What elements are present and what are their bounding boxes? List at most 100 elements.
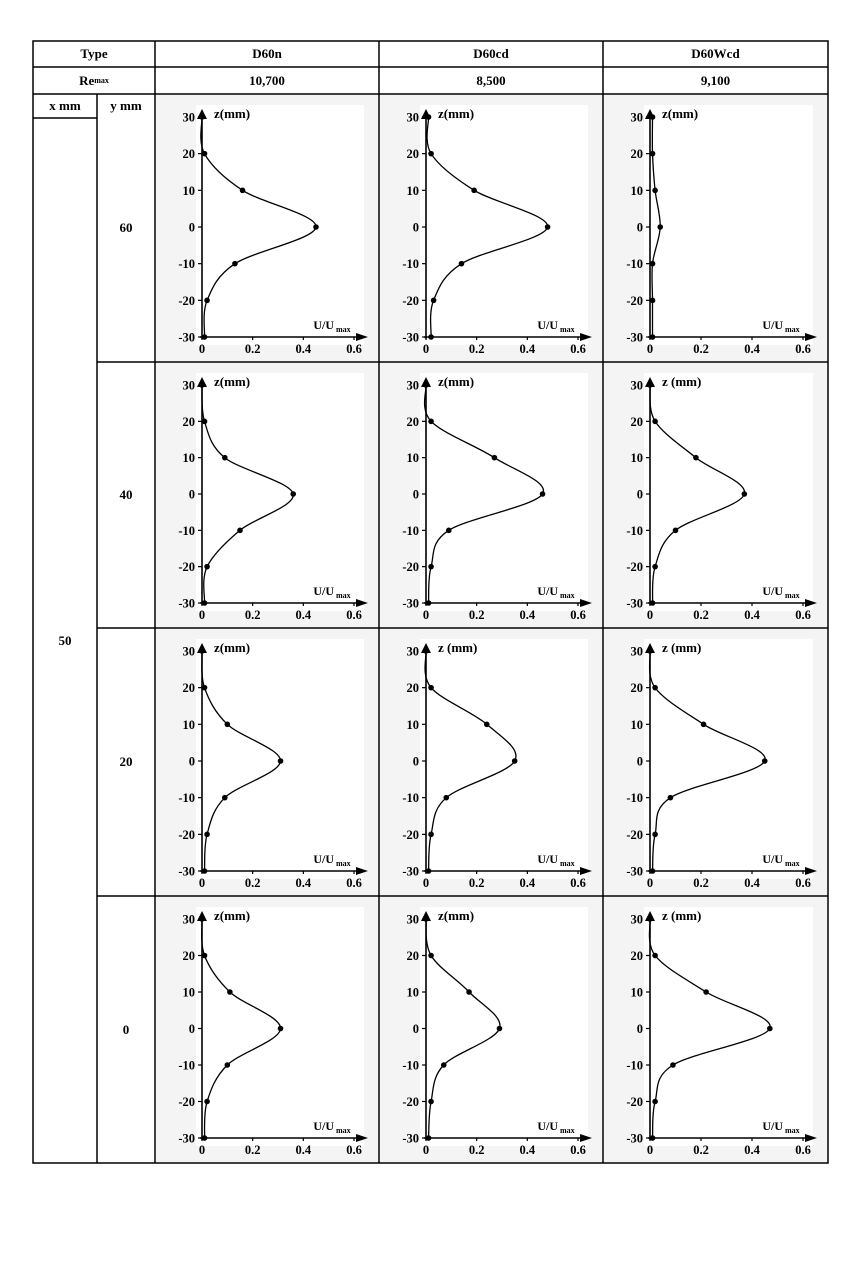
plot-area [420,105,588,345]
z-tick-label: 20 [407,147,420,161]
z-tick-label: 30 [407,913,420,927]
u-axis-label-sub: max [785,1126,800,1135]
z-axis-label: z (mm) [438,640,477,655]
z-tick-label: 20 [407,949,420,963]
u-axis-label-sub: max [785,591,800,600]
z-tick-label: -30 [402,597,419,611]
u-axis-label: U/U [537,852,558,866]
data-point [313,224,319,230]
z-tick-label: -10 [178,791,195,805]
data-point [428,150,434,157]
data-point [222,794,228,801]
data-point [199,114,205,120]
data-point [204,297,210,304]
z-tick-label: 30 [631,913,644,927]
data-point [428,831,434,838]
data-point [649,150,656,157]
z-tick-label: -10 [402,791,419,805]
data-point [428,1098,434,1105]
z-tick-label: 20 [407,681,420,695]
u-tick-label: 0.2 [245,876,261,890]
row-y-0: 0 [122,1021,130,1037]
z-tick-label: 10 [631,718,644,732]
data-point [649,600,656,606]
z-tick-label: 30 [183,913,196,927]
data-point [428,952,434,959]
data-point [647,382,653,388]
u-tick-label: 0 [647,608,653,622]
u-axis-arrow [356,333,368,341]
z-tick-label: 20 [631,415,644,429]
data-point [649,334,656,340]
z-tick-label: -20 [402,1095,419,1109]
u-axis-label: U/U [762,318,783,332]
u-tick-label: 0 [199,1143,205,1157]
column-type-d60wcd: D60Wcd [691,46,740,61]
u-axis-label: U/U [537,1119,558,1133]
z-tick-label: -10 [402,1059,419,1073]
u-tick-label: 0 [647,1143,653,1157]
z-tick-label: -20 [402,828,419,842]
data-point [201,150,208,157]
z-axis-label: z(mm) [214,908,250,923]
z-tick-label: 30 [407,645,420,659]
z-axis-label: z (mm) [662,640,701,655]
z-tick-label: 20 [183,949,196,963]
data-point [425,114,432,120]
u-axis-label-sub: max [785,325,800,334]
z-tick-label: 10 [407,184,420,198]
profile-panel: 30 20 10 0 -10 -20 -30 0 0.2 0.4 0.6 z (mm) U/U max [604,897,827,1162]
data-point [425,868,432,874]
data-point [428,334,434,340]
u-tick-label: 0.6 [570,342,586,356]
z-tick-label: -30 [178,597,195,611]
row-y-20: 20 [119,754,133,769]
z-tick-label: 20 [631,681,644,695]
data-point [290,491,296,497]
type-header: Type [80,46,108,61]
data-point [649,1135,656,1141]
data-point [201,334,208,340]
data-point [204,1098,210,1105]
data-point [222,454,228,461]
u-tick-label: 0.2 [245,1143,261,1157]
z-axis-label: z (mm) [662,374,701,389]
z-tick-label: 30 [183,111,196,125]
z-tick-label: 0 [413,755,419,769]
u-tick-label: 0.4 [744,1143,760,1157]
column-re-d60n: 10,700 [249,72,285,88]
data-point [649,868,656,874]
data-point [649,297,656,304]
u-tick-label: 0 [423,1143,429,1157]
z-tick-label: 10 [183,451,196,465]
z-tick-label: 0 [413,488,419,502]
u-axis-label: U/U [313,1119,334,1133]
profile-chart: 30 20 10 0 -10 -20 -30 0 0.2 0.4 0.6 z(mm) U/U max [380,95,602,361]
z-tick-label: 30 [631,645,644,659]
profile-panel: 30 20 10 0 -10 -20 -30 0 0.2 0.4 0.6 z(mm) U/U max [156,897,378,1162]
plot-area [196,373,364,611]
profile-panel: 30 20 10 0 -10 -20 -30 0 0.2 0.4 0.6 z(mm) U/U max [380,897,602,1162]
u-tick-label: 0.2 [469,608,485,622]
plot-area [644,639,813,879]
re-header: Re max [33,67,155,94]
u-tick-label: 0 [647,876,653,890]
data-point [201,952,208,959]
z-tick-label: -30 [626,331,643,345]
u-tick-label: 0 [423,342,429,356]
z-tick-label: 10 [407,718,420,732]
profile-panel: 30 20 10 0 -10 -20 -30 0 0.2 0.4 0.6 z(mm) U/U max [156,629,378,895]
u-axis-label: U/U [537,318,558,332]
u-tick-label: 0.4 [296,876,312,890]
z-tick-label: 20 [631,147,644,161]
data-point [277,758,284,764]
plot-area [420,639,588,879]
z-tick-label: 30 [407,111,420,125]
profile-panel: 30 20 10 0 -10 -20 -30 0 0.2 0.4 0.6 z(mm) U/U max [604,95,827,361]
u-axis-arrow [356,1134,368,1142]
z-tick-label: 30 [631,111,644,125]
column-re-d60cd: 8,500 [476,72,506,88]
u-axis-arrow [356,867,368,875]
z-tick-label: 0 [637,488,643,502]
z-axis-label: z(mm) [438,908,474,923]
